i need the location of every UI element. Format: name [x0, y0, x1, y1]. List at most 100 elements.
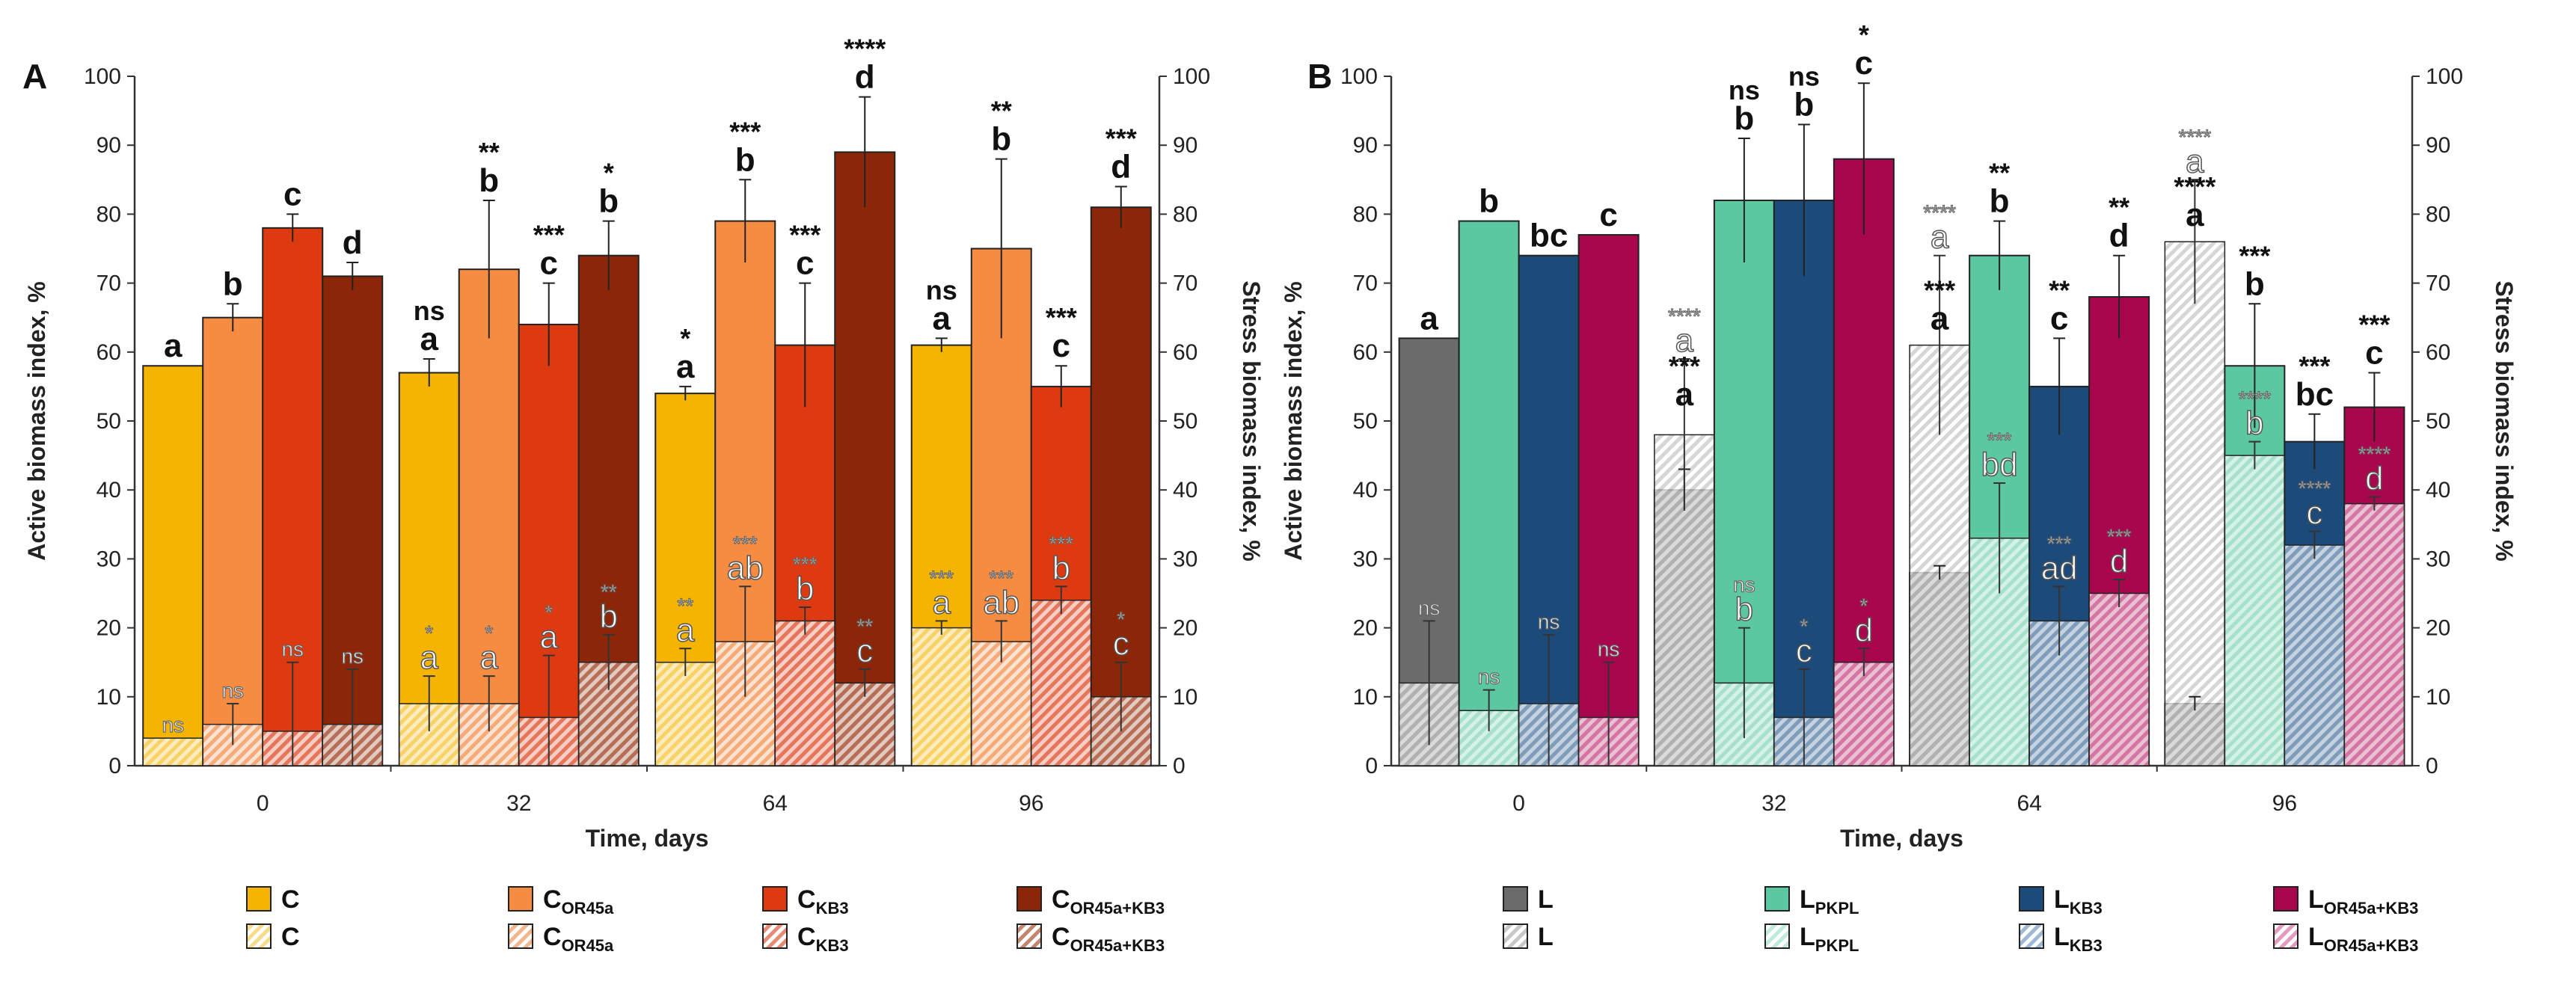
active-group-letter: a: [420, 321, 439, 357]
legend-label-stress: LPKPL: [1800, 923, 1859, 955]
active-group-letter: b: [1479, 183, 1499, 220]
y2-tick-label: 40: [2426, 478, 2450, 502]
legend-swatch-active: [762, 886, 788, 912]
stress-bar: [1833, 661, 1895, 766]
y-axis-label: Active biomass index, %: [23, 281, 50, 560]
stress-significance: *: [1117, 608, 1125, 631]
stress-significance: ****: [1668, 304, 1701, 328]
stress-group-letter: c: [1113, 626, 1129, 663]
y2-tick-label: 100: [2426, 64, 2463, 89]
stress-group-letter: b: [1052, 550, 1070, 586]
active-group-letter: b: [735, 141, 755, 178]
x-tick-label: 32: [1761, 791, 1786, 816]
active-significance: ***: [1046, 302, 1077, 333]
active-significance: **: [991, 96, 1012, 126]
active-group-letter: d: [2109, 218, 2129, 254]
stress-bar: [142, 737, 203, 766]
active-significance: ****: [2174, 171, 2215, 202]
active-group-letter: a: [1931, 300, 1949, 336]
legend-label-stress: LOR45a+KB3: [2308, 923, 2418, 955]
y-tick-label: 80: [96, 202, 121, 227]
legend-swatch-active: [508, 886, 533, 912]
legend-label-active: L: [1538, 885, 1554, 914]
panel-B-chart: B 0 0 10 10 20 20 30 30 40 40 50 50 60 60 70 70 80 80 90 90 1…: [1280, 19, 2518, 955]
y-axis-label: Active biomass index, %: [1280, 281, 1307, 560]
stress-group-letter: ad: [2041, 550, 2078, 586]
y2-tick-label: 50: [1173, 409, 1197, 434]
active-group-letter: bc: [1530, 218, 1568, 254]
y2-tick-label: 60: [1173, 340, 1197, 365]
y-tick-label: 100: [84, 64, 121, 89]
y-tick-label: 40: [1353, 478, 1378, 502]
legend-label-stress: LKB3: [2054, 923, 2103, 955]
stress-significance: *: [1800, 615, 1808, 638]
active-group-letter: d: [343, 224, 363, 261]
stress-bar: [654, 661, 716, 766]
stress-significance: ****: [1923, 201, 1956, 224]
y-tick-label: 80: [1353, 202, 1378, 227]
stress-group-letter: a: [480, 639, 499, 676]
active-group-letter: b: [2245, 265, 2265, 302]
active-significance: *: [1859, 19, 1869, 50]
active-significance: ***: [1105, 123, 1137, 154]
y2-tick-label: 80: [1173, 202, 1197, 227]
y-tick-label: 40: [96, 478, 121, 502]
stress-group-letter: a: [1675, 322, 1694, 359]
legend-label-active: COR45a: [543, 885, 614, 918]
active-group-letter: b: [1734, 100, 1754, 137]
active-group-letter: c: [283, 176, 301, 212]
active-group-letter: b: [223, 265, 243, 302]
legend-label-stress: L: [1538, 923, 1554, 951]
active-significance: **: [2109, 192, 2129, 223]
x-tick-label: 32: [506, 791, 531, 816]
stress-significance: ***: [793, 553, 818, 576]
y-tick-label: 10: [96, 685, 121, 710]
stress-significance: ***: [733, 532, 758, 555]
y-tick-label: 70: [1353, 271, 1378, 296]
x-tick-label: 96: [2272, 791, 2297, 816]
legend-swatch-active: [1503, 886, 1528, 912]
y2-tick-label: 10: [2426, 685, 2450, 710]
y2-tick-label: 90: [2426, 133, 2450, 158]
active-significance: ***: [533, 220, 565, 251]
active-group-letter: a: [1420, 300, 1438, 336]
y2-tick-label: 70: [1173, 271, 1197, 296]
y2-tick-label: 0: [2426, 754, 2438, 778]
legend-label-stress: C: [281, 923, 300, 951]
stress-bar: [2284, 544, 2346, 766]
legend-label-active: LKB3: [2054, 885, 2103, 918]
active-group-letter: c: [1855, 45, 1873, 82]
legend-swatch-active: [2273, 886, 2299, 912]
legend-swatch-stress: [1503, 923, 1528, 949]
stress-group-letter: ab: [727, 550, 764, 586]
panel-A-chart: A 0 0 10 10 20 20 30 30 40 40 50 50 60 60 70 70 80 80 90 90 1…: [22, 34, 1265, 955]
active-bar: [142, 365, 204, 766]
stress-bar: [2088, 592, 2150, 766]
stress-bar: [2164, 241, 2226, 766]
active-group-letter: a: [676, 348, 695, 385]
stress-significance: ***: [989, 566, 1013, 589]
y-tick-label: 50: [96, 409, 121, 434]
stress-group-letter: a: [540, 618, 559, 655]
stress-group-letter: c: [856, 633, 873, 669]
stress-significance: ***: [1987, 428, 2012, 452]
active-group-letter: bc: [2296, 376, 2334, 413]
legend-swatch-active: [1764, 886, 1790, 912]
active-significance: *: [680, 323, 690, 354]
y-tick-label: 0: [1365, 754, 1378, 778]
active-bar: [1458, 220, 1520, 766]
stress-significance: *: [485, 621, 493, 645]
legend-swatch-stress: [508, 923, 533, 949]
y-tick-label: 20: [96, 616, 121, 641]
y-tick-label: 70: [96, 271, 121, 296]
legend-swatch-stress: [762, 923, 788, 949]
stress-bar: [2343, 502, 2405, 766]
stress-significance: ****: [2299, 477, 2331, 500]
active-group-letter: c: [1052, 328, 1070, 364]
stress-significance: ns: [281, 638, 304, 661]
active-significance: ***: [2239, 240, 2270, 271]
legend-label-active: CKB3: [797, 885, 849, 918]
y2-axis-label: Stress biomass index, %: [2491, 280, 2518, 561]
stress-significance: ns: [1598, 638, 1620, 661]
legend-swatch-active: [246, 886, 272, 912]
